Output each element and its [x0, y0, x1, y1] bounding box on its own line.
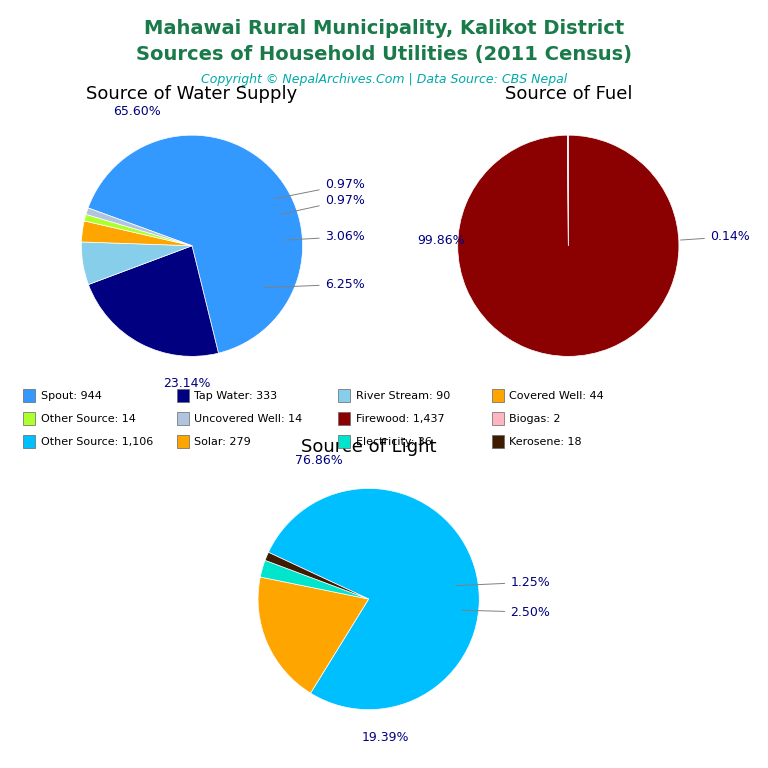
Text: 2.50%: 2.50%: [462, 606, 550, 619]
Wedge shape: [258, 577, 369, 694]
Text: Tap Water: 333: Tap Water: 333: [194, 390, 277, 401]
Wedge shape: [84, 214, 192, 246]
Title: Source of Water Supply: Source of Water Supply: [86, 85, 298, 103]
Text: 0.97%: 0.97%: [274, 178, 365, 199]
Text: 6.25%: 6.25%: [263, 278, 365, 291]
Text: 1.25%: 1.25%: [455, 576, 550, 589]
Text: 0.97%: 0.97%: [281, 194, 365, 214]
Title: Source of Light: Source of Light: [301, 439, 436, 456]
Wedge shape: [458, 135, 679, 356]
Wedge shape: [88, 135, 303, 353]
Wedge shape: [260, 561, 369, 599]
Text: Other Source: 1,106: Other Source: 1,106: [41, 436, 153, 447]
Text: Copyright © NepalArchives.Com | Data Source: CBS Nepal: Copyright © NepalArchives.Com | Data Sou…: [201, 73, 567, 86]
Text: 76.86%: 76.86%: [295, 454, 343, 467]
Text: Electricity: 36: Electricity: 36: [356, 436, 432, 447]
Title: Source of Fuel: Source of Fuel: [505, 85, 632, 103]
Text: Covered Well: 44: Covered Well: 44: [509, 390, 604, 401]
Text: Firewood: 1,437: Firewood: 1,437: [356, 413, 444, 424]
Text: 99.86%: 99.86%: [417, 233, 465, 247]
Wedge shape: [265, 552, 369, 599]
Text: Biogas: 2: Biogas: 2: [509, 413, 561, 424]
Text: Sources of Household Utilities (2011 Census): Sources of Household Utilities (2011 Cen…: [136, 45, 632, 64]
Text: 23.14%: 23.14%: [163, 377, 210, 390]
Text: Solar: 279: Solar: 279: [194, 436, 251, 447]
Text: Spout: 944: Spout: 944: [41, 390, 101, 401]
Text: Uncovered Well: 14: Uncovered Well: 14: [194, 413, 303, 424]
Wedge shape: [81, 242, 192, 284]
Wedge shape: [81, 221, 192, 246]
Text: Other Source: 14: Other Source: 14: [41, 413, 136, 424]
Text: River Stream: 90: River Stream: 90: [356, 390, 450, 401]
Text: 65.60%: 65.60%: [113, 105, 161, 118]
Text: Kerosene: 18: Kerosene: 18: [509, 436, 582, 447]
Text: 3.06%: 3.06%: [286, 230, 365, 243]
Text: 19.39%: 19.39%: [362, 730, 409, 743]
Wedge shape: [88, 246, 218, 356]
Wedge shape: [86, 208, 192, 246]
Text: 0.14%: 0.14%: [680, 230, 750, 243]
Wedge shape: [268, 488, 479, 710]
Text: Mahawai Rural Municipality, Kalikot District: Mahawai Rural Municipality, Kalikot Dist…: [144, 19, 624, 38]
